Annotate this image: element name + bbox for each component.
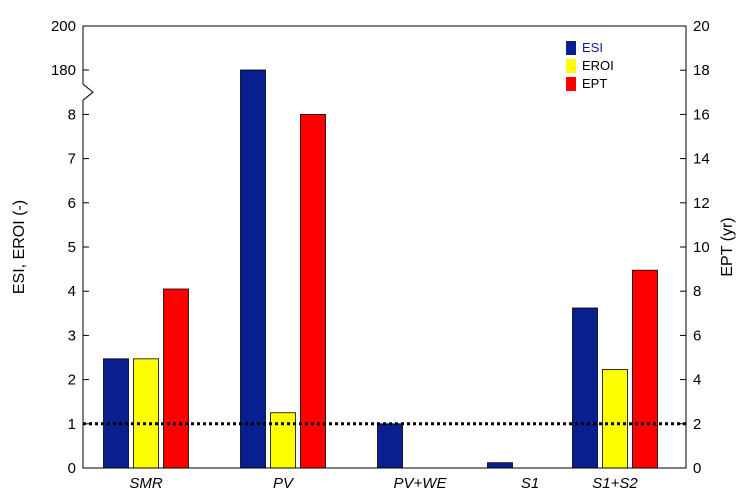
category-label: S1+S2 — [592, 475, 638, 490]
axis-break-gap — [81, 84, 97, 101]
axis-break-zigzag — [82, 83, 94, 101]
bar-esi-s1 — [487, 462, 513, 469]
bar-eroi-smr — [133, 358, 159, 469]
legend-swatch-eroi — [566, 59, 576, 73]
axis-break-marker — [81, 83, 97, 101]
bar-ept-smr — [163, 288, 189, 469]
y2-tick-label: 12 — [693, 195, 710, 212]
bar-ept-pv — [300, 114, 326, 469]
category-label: SMR — [129, 475, 163, 490]
y-tick-label: 2 — [68, 372, 76, 389]
y-tick-label: 5 — [68, 239, 76, 256]
legend: ESI EROI EPT — [566, 40, 614, 91]
y2-tick-label: 8 — [693, 283, 701, 300]
y2-tick-label: 16 — [693, 106, 710, 123]
y2-tick-label: 2 — [693, 416, 701, 433]
category-labels: SMR PV PV+WE S1 S1+S2 — [129, 475, 638, 490]
y-tick-label: 4 — [68, 283, 76, 300]
legend-label-ept: EPT — [582, 76, 607, 91]
bar-eroi-pv — [270, 412, 296, 469]
y-tick-label: 7 — [68, 151, 76, 168]
y2-tick-label: 4 — [693, 372, 701, 389]
bar-esi-smr — [103, 358, 129, 469]
legend-label-esi: ESI — [582, 40, 603, 55]
y-tick-label: 6 — [68, 195, 76, 212]
y2-axis-label: EPT (yr) — [719, 217, 736, 276]
y-tick-label: 3 — [68, 327, 76, 344]
legend-swatch-esi — [566, 41, 576, 55]
bar-eroi-s1-plus-s2 — [602, 369, 628, 469]
category-label: PV+WE — [394, 475, 448, 490]
y2-tick-label: 18 — [693, 62, 710, 79]
bar-esi-pv-plus-we — [377, 423, 403, 469]
y2-tick-label: 6 — [693, 327, 701, 344]
bar-esi-s1-plus-s2 — [572, 307, 598, 469]
y-axis-label: ESI, EROI (-) — [11, 200, 28, 294]
legend-swatch-ept — [566, 77, 576, 91]
y-axis-ticks: 0 1 2 3 4 5 6 7 8 180 200 — [51, 18, 89, 477]
y2-axis-ticks: 0 2 4 6 8 10 12 14 16 18 20 — [680, 18, 710, 477]
y2-tick-label: 14 — [693, 151, 710, 168]
y-tick-label: 8 — [68, 106, 76, 123]
y-tick-label: 200 — [51, 18, 76, 35]
bar-esi-pv — [240, 69, 266, 469]
y-tick-label: 0 — [68, 460, 76, 477]
category-label: PV — [273, 475, 295, 490]
bars-layer — [103, 69, 658, 469]
legend-label-eroi: EROI — [582, 58, 614, 73]
y2-tick-label: 20 — [693, 18, 710, 35]
bar-ept-s1-plus-s2 — [632, 269, 658, 469]
y-tick-label: 180 — [51, 62, 76, 79]
y2-tick-label: 10 — [693, 239, 710, 256]
category-label: S1 — [521, 475, 539, 490]
y-tick-label: 1 — [68, 416, 76, 433]
y2-tick-label: 0 — [693, 460, 701, 477]
